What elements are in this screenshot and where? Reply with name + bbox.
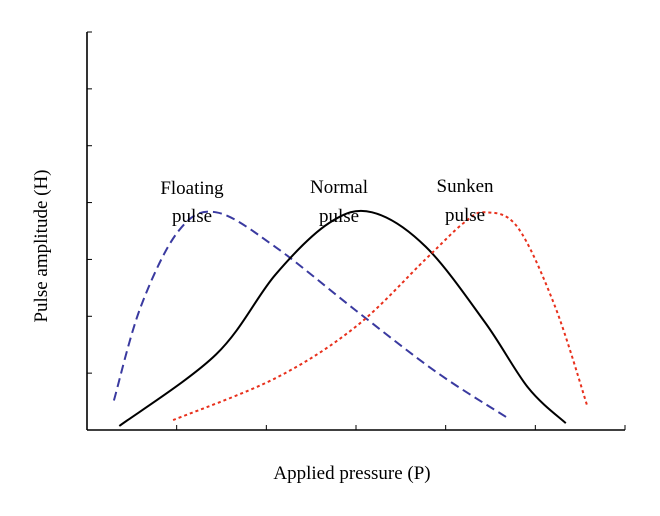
normal-pulse-label-line-1: Normal	[310, 177, 368, 198]
x-axis-label: Applied pressure (P)	[273, 463, 430, 484]
floating-pulse-label-line-1: Floating	[160, 178, 224, 199]
sunken-pulse-label-line-1: Sunken	[437, 176, 495, 197]
y-ticks	[87, 31, 92, 374]
x-ticks	[176, 425, 626, 430]
normal-pulse-curve	[118, 209, 567, 427]
normal-pulse-label-line-2: pulse	[319, 206, 359, 227]
sunken-pulse-label-line-2: pulse	[445, 205, 485, 226]
axes	[86, 31, 626, 431]
floating-pulse-curve	[112, 210, 508, 419]
y-axis-label: Pulse amplitude (H)	[31, 169, 52, 322]
series-labels: Floating pulse Normal pulse Sunken pulse	[160, 176, 494, 227]
floating-pulse-label-line-2: pulse	[172, 206, 212, 227]
sunken-pulse-curve	[172, 211, 589, 422]
curves	[112, 209, 589, 427]
